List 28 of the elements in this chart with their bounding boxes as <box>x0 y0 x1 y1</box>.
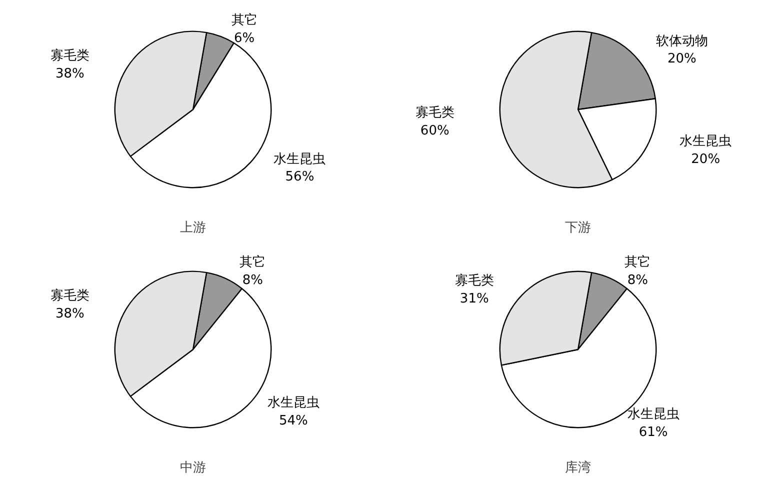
data-label: 8% <box>242 273 264 288</box>
data-label: 38% <box>55 66 84 82</box>
text: 上游 <box>180 220 206 236</box>
slice-label: 其它 <box>240 254 266 270</box>
data-label: 6% <box>234 30 255 46</box>
slice-label: 寡毛类 <box>50 48 90 64</box>
slice-label: 水生昆虫 <box>680 134 732 150</box>
slice-label: 寡毛类 <box>50 288 90 304</box>
slice-label: 软体动物 <box>656 34 708 49</box>
slice-label: 其它 <box>624 254 651 270</box>
data-label: 56% <box>285 170 314 185</box>
text: 中游 <box>180 460 206 476</box>
data-label: 20% <box>691 152 720 167</box>
slice-label: 寡毛类 <box>415 104 454 121</box>
data-label: 61% <box>638 425 668 440</box>
data-label: 54% <box>278 413 308 428</box>
data-label: 31% <box>460 291 489 306</box>
slice-label: 其它 <box>231 12 258 28</box>
data-label: 38% <box>55 306 84 322</box>
data-label: 20% <box>668 52 696 67</box>
data-label: 8% <box>627 273 648 288</box>
text: 下游 <box>565 220 591 236</box>
data-label: 60% <box>420 124 450 138</box>
slice-label: 水生昆虫 <box>274 152 326 167</box>
text: 库湾 <box>565 460 591 476</box>
slice-label: 水生昆虫 <box>267 396 320 411</box>
slice-label: 寡毛类 <box>454 272 494 289</box>
slice-label: 水生昆虫 <box>627 407 680 422</box>
